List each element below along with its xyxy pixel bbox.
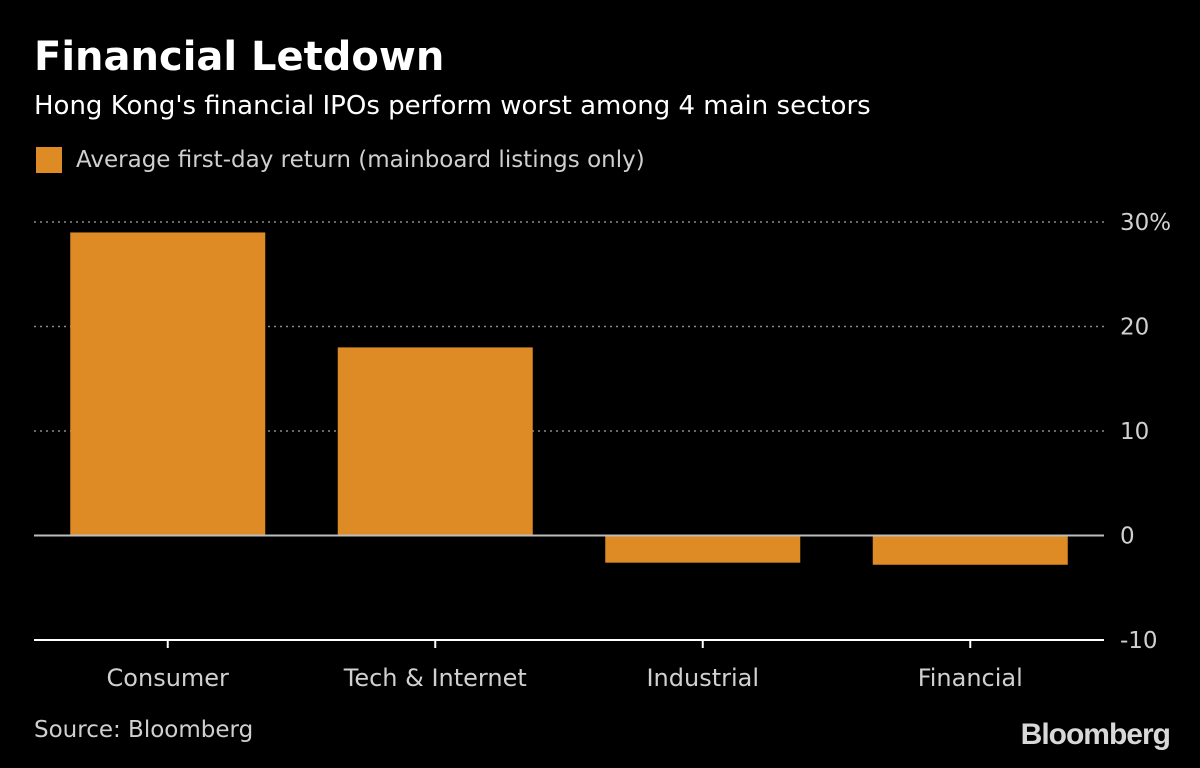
x-tick-label: Tech & Internet: [343, 664, 527, 692]
y-tick-label: 20: [1120, 315, 1149, 341]
source-note: Source: Bloomberg: [34, 717, 254, 743]
x-tick-label: Industrial: [646, 664, 759, 692]
bar-tech-internet: [337, 347, 533, 536]
y-tick-label: 10: [1120, 419, 1149, 445]
legend-label: Average first-day return (mainboard list…: [76, 147, 645, 173]
y-tick-label: -10: [1120, 628, 1158, 654]
x-tick-label: Consumer: [107, 664, 230, 692]
legend-swatch: [36, 147, 62, 173]
bloomberg-logo: Bloomberg: [1020, 718, 1171, 751]
y-tick-label: 30%: [1120, 210, 1171, 236]
chart-title: Financial Letdown: [34, 34, 445, 80]
legend: Average first-day return (mainboard list…: [36, 145, 645, 175]
bar-industrial: [605, 535, 801, 563]
bar-financial: [872, 535, 1068, 565]
bar-consumer: [70, 232, 266, 536]
chart-subtitle: Hong Kong's financial IPOs perform worst…: [34, 91, 871, 121]
x-tick-label: Financial: [918, 664, 1023, 692]
y-tick-label: 0: [1120, 524, 1135, 550]
